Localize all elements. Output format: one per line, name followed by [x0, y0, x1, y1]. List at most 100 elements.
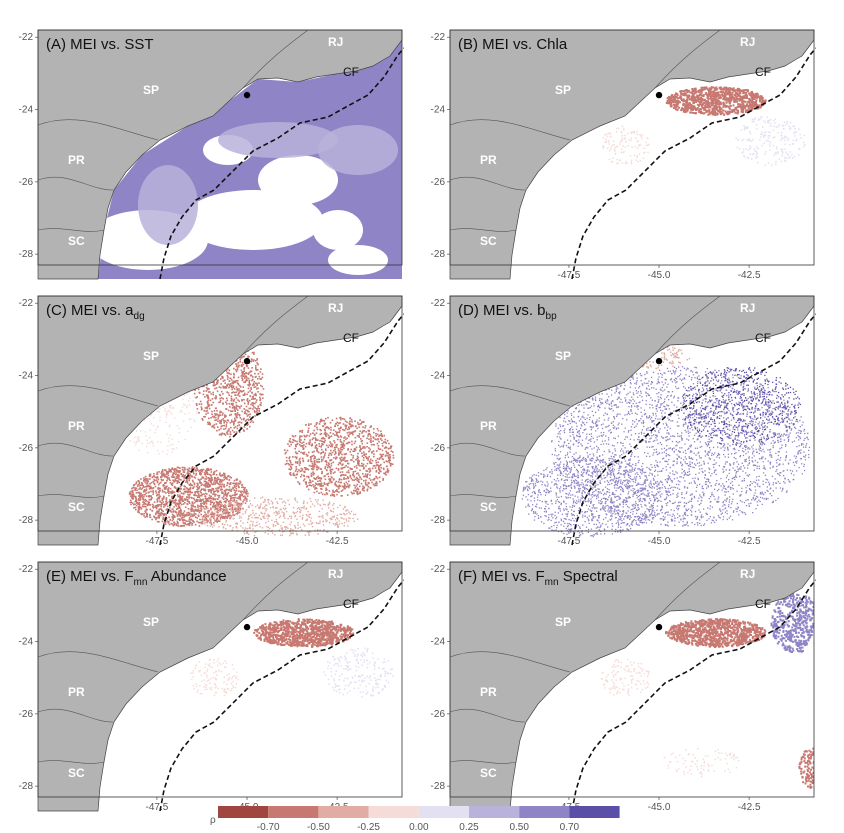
y-tick-label: -28	[431, 781, 446, 792]
y-tick-label: -24	[431, 371, 446, 382]
state-label-pr: PR	[68, 685, 85, 699]
legend-label: -0.70	[257, 822, 280, 833]
y-tick-label: -26	[19, 443, 34, 454]
state-label-pr: PR	[68, 153, 85, 167]
state-label-rj: RJ	[328, 567, 343, 581]
legend-label: 0.00	[409, 822, 429, 833]
x-tick-label: -47.5	[558, 270, 581, 281]
y-tick-label: -24	[19, 371, 34, 382]
x-tick-label: -42.5	[738, 536, 761, 547]
y-tick-label: -28	[19, 515, 34, 526]
state-label-sc: SC	[68, 766, 85, 780]
x-tick-label: -45.0	[236, 536, 259, 547]
y-tick-label: -24	[431, 105, 446, 116]
y-tick-label: -28	[19, 249, 34, 260]
cape-label: CF	[755, 331, 771, 345]
state-label-sp: SP	[143, 83, 159, 97]
shelf-break-line	[571, 579, 816, 812]
station-marker	[243, 357, 251, 365]
panel-title: (A) MEI vs. SST	[46, 36, 154, 53]
state-label-pr: PR	[480, 153, 497, 167]
state-label-pr: PR	[480, 419, 497, 433]
y-tick-label: -26	[19, 177, 34, 188]
map-panel-b: -22-24-26-28-50.0-47.5-45.0-42.5SPPRSCRJ…	[412, 18, 816, 283]
panel-title: (F) MEI vs. Fmn Spectral	[458, 568, 618, 588]
map-panel-c: -22-24-26-28-50.0-47.5-45.0-42.5SPPRSCRJ…	[0, 284, 404, 549]
map-panel-f: -22-24-26-28-50.0-47.5-45.0-42.5SPPRSCRJ…	[412, 550, 816, 815]
y-tick-label: -22	[431, 564, 446, 575]
legend-swatch	[569, 806, 620, 818]
cape-label: CF	[343, 597, 359, 611]
correlation-field	[600, 592, 814, 789]
legend-swatch	[418, 806, 469, 818]
panel-title: (E) MEI vs. Fmn Abundance	[46, 568, 227, 588]
x-tick-label: -47.5	[558, 536, 581, 547]
correlation-field	[521, 345, 811, 538]
legend-swatch	[218, 806, 269, 818]
station-marker	[655, 91, 663, 99]
y-tick-label: -22	[19, 32, 34, 43]
y-tick-label: -24	[19, 105, 34, 116]
correlation-field	[190, 618, 394, 698]
x-tick-label: -45.0	[648, 536, 671, 547]
y-tick-label: -26	[431, 709, 446, 720]
y-tick-label: -26	[431, 443, 446, 454]
y-tick-label: -22	[19, 564, 34, 575]
cape-label: CF	[343, 65, 359, 79]
y-tick-label: -28	[431, 249, 446, 260]
y-tick-label: -22	[19, 298, 34, 309]
legend-swatch	[318, 806, 369, 818]
y-tick-label: -22	[431, 298, 446, 309]
state-label-sp: SP	[143, 615, 159, 629]
legend-label: -0.50	[307, 822, 330, 833]
map-panel-a: -22-24-26-28-50.0-47.5-45.0-42.5SPPRSCRJ…	[0, 18, 404, 283]
map-panel-d: -22-24-26-28-50.0-47.5-45.0-42.5SPPRSCRJ…	[412, 284, 816, 549]
correlation-field	[98, 40, 402, 279]
state-label-rj: RJ	[328, 301, 343, 315]
shelf-break-line	[159, 47, 404, 280]
panel-title: (D) MEI vs. bbp	[458, 302, 557, 322]
shelf-break-line	[571, 313, 816, 546]
x-tick-label: -42.5	[738, 802, 761, 813]
panel-title: (B) MEI vs. Chla	[458, 36, 568, 53]
shelf-break-line	[571, 47, 816, 280]
state-label-sc: SC	[68, 234, 85, 248]
y-tick-label: -26	[19, 709, 34, 720]
shelf-break-line	[159, 579, 404, 812]
cape-label: CF	[755, 597, 771, 611]
state-label-pr: PR	[480, 685, 497, 699]
legend-swatch	[519, 806, 570, 818]
legend-swatch	[469, 806, 520, 818]
state-label-sp: SP	[555, 349, 571, 363]
shelf-break-line	[159, 313, 404, 546]
y-tick-label: -28	[431, 515, 446, 526]
y-tick-label: -24	[19, 637, 34, 648]
y-tick-label: -28	[19, 781, 34, 792]
station-marker	[243, 91, 251, 99]
legend-label: 0.25	[459, 822, 479, 833]
x-tick-label: -42.5	[326, 536, 349, 547]
state-label-pr: PR	[68, 419, 85, 433]
x-tick-label: -45.0	[648, 802, 671, 813]
state-label-sc: SC	[480, 234, 497, 248]
map-panel-e: -22-24-26-28-50.0-47.5-45.0-42.5SPPRSCRJ…	[0, 550, 404, 815]
x-tick-label: -42.5	[738, 270, 761, 281]
legend-label: 0.70	[560, 822, 580, 833]
y-tick-label: -22	[431, 32, 446, 43]
state-label-rj: RJ	[740, 567, 755, 581]
cape-label: CF	[755, 65, 771, 79]
y-tick-label: -24	[431, 637, 446, 648]
legend-swatch	[268, 806, 319, 818]
correlation-field	[602, 86, 806, 166]
state-label-sc: SC	[68, 500, 85, 514]
state-label-sp: SP	[555, 615, 571, 629]
x-tick-label: -47.5	[146, 536, 169, 547]
legend-swatch	[368, 806, 419, 818]
legend-label: -0.25	[357, 822, 380, 833]
state-label-rj: RJ	[328, 35, 343, 49]
state-label-rj: RJ	[740, 35, 755, 49]
state-label-sc: SC	[480, 766, 497, 780]
station-marker	[655, 623, 663, 631]
station-marker	[243, 623, 251, 631]
state-label-sp: SP	[143, 349, 159, 363]
